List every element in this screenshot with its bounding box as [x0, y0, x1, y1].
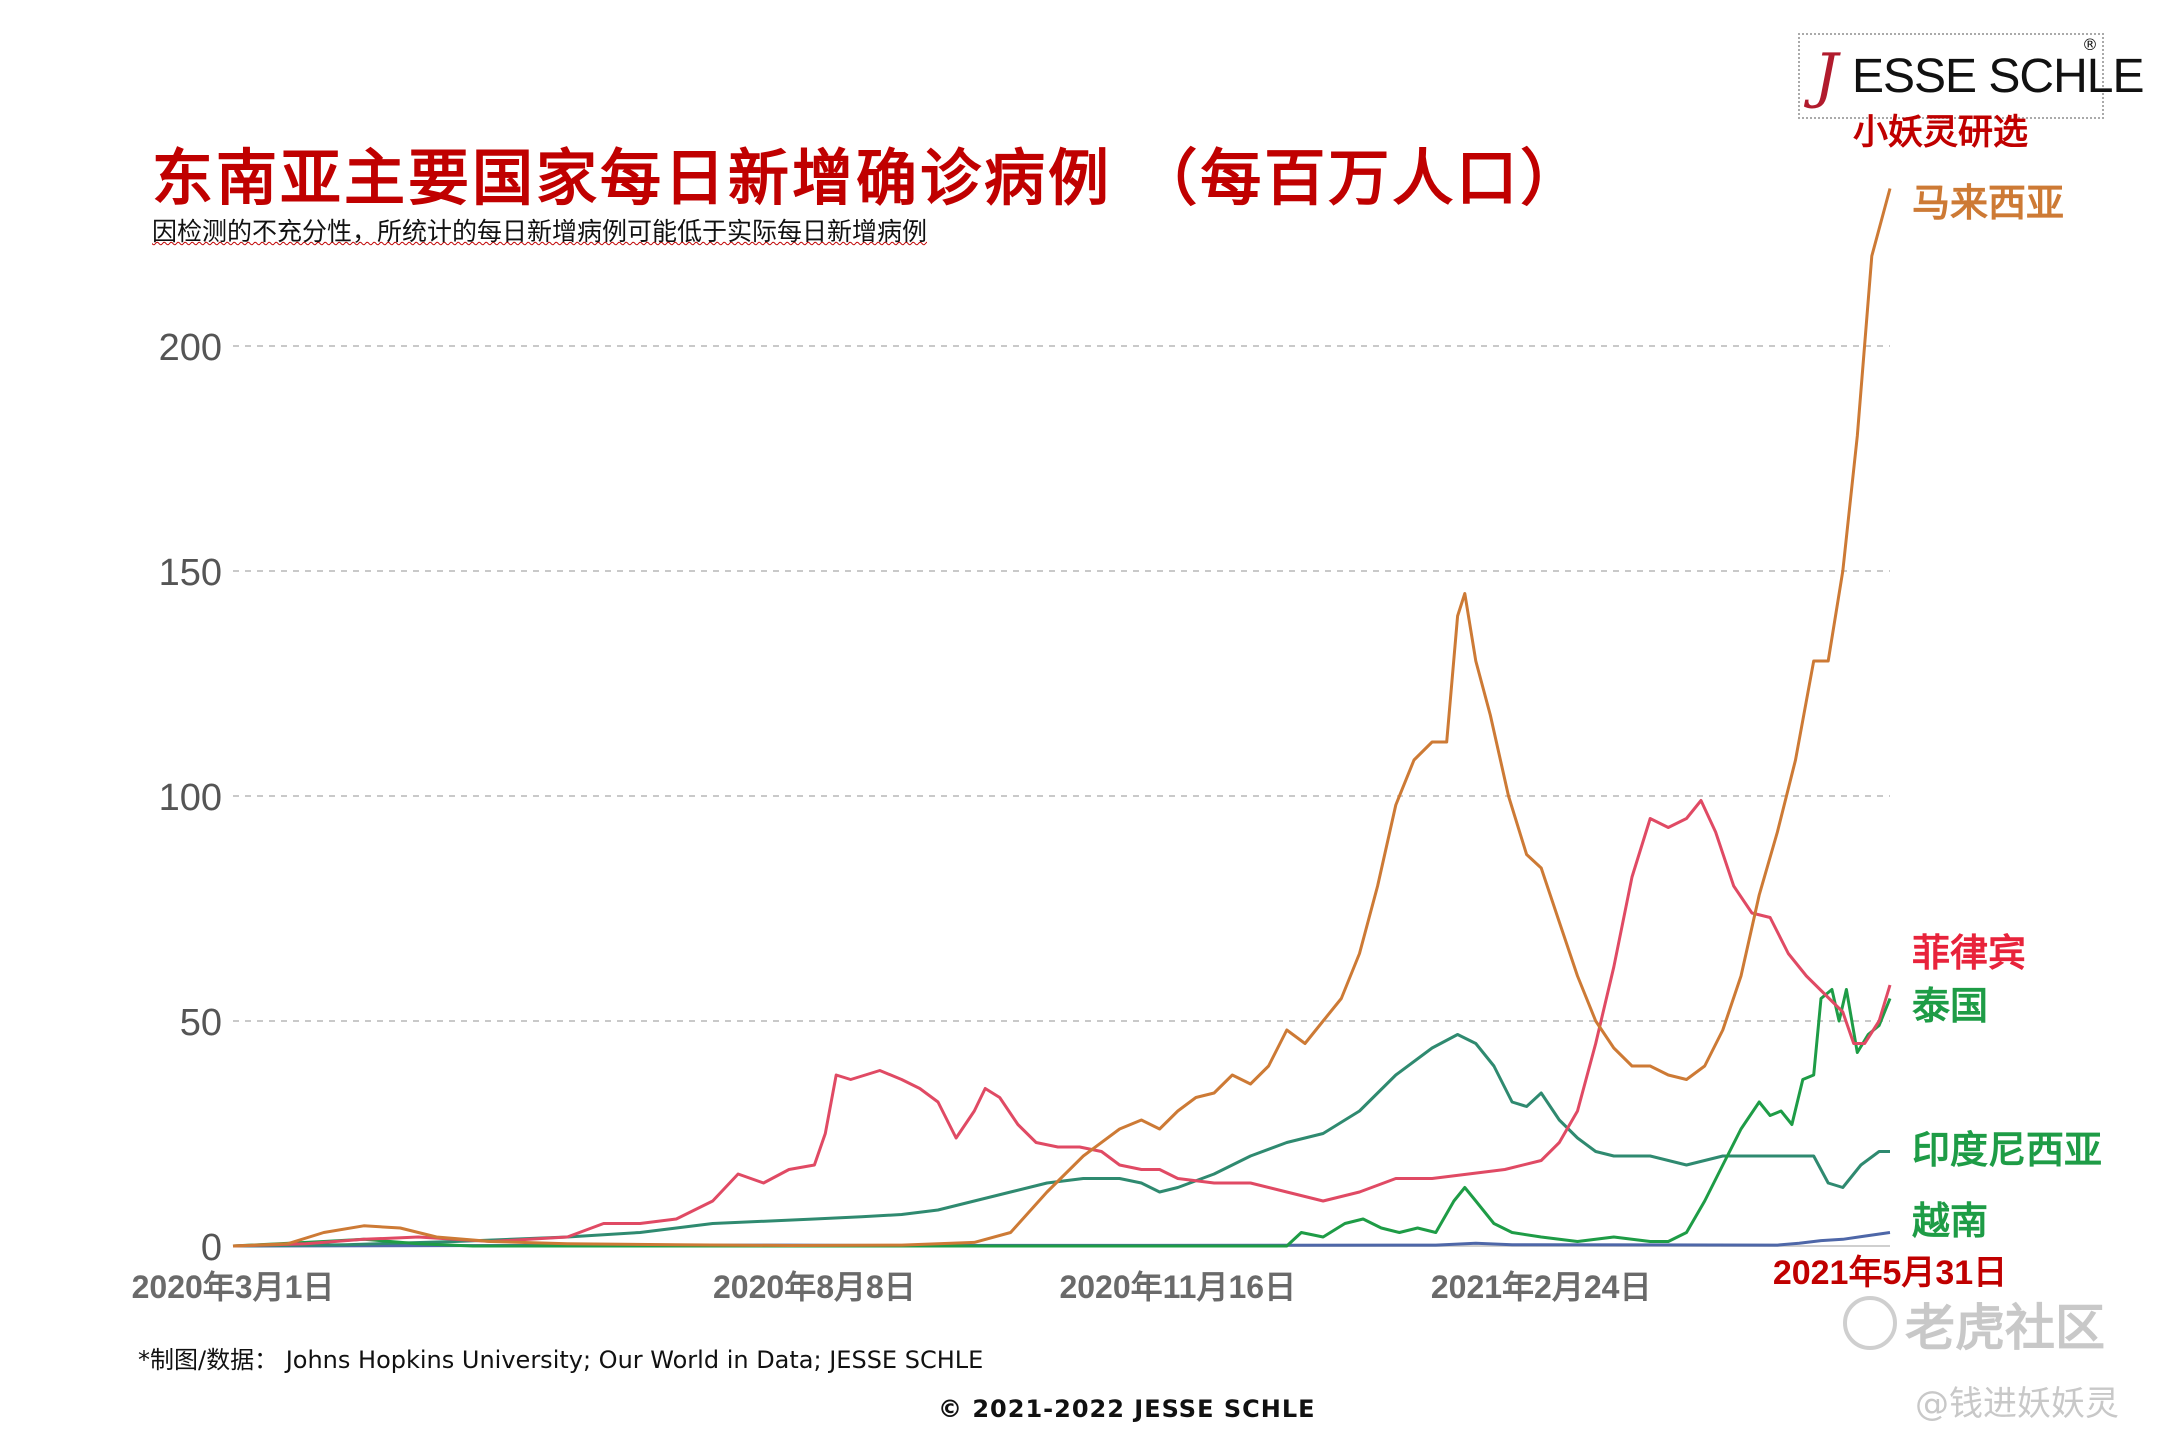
x-tick-label: 2020年11月16日: [1059, 1269, 1296, 1305]
series-line: [232, 1033, 1890, 1248]
brand-logo: J ESSE SCHLE ®: [1798, 33, 2144, 119]
x-axis-ticks: 2020年3月1日 2020年8月8日 2020年11月16日 2021年2月24日 2…: [132, 1254, 2008, 1305]
y-tick-label: 150: [159, 552, 222, 594]
y-tick-label: 100: [159, 777, 222, 819]
series-line: [232, 988, 1892, 1248]
x-tick-label: 2021年2月24日: [1431, 1269, 1652, 1305]
logo-text: ESSE SCHLE: [1852, 50, 2144, 103]
source-note: *制图/数据： Johns Hopkins University; Our Wo…: [138, 1346, 984, 1374]
logo-registered-mark: ®: [2082, 35, 2098, 54]
page-title: 东南亚主要国家每日新增确诊病例 （每百万人口）: [152, 143, 1585, 214]
watermark-brand: 老虎社区: [1905, 1299, 2105, 1357]
chart-grid: [233, 345, 1890, 1247]
series-end-label: 越南: [1912, 1198, 1988, 1243]
series-end-label: 菲律宾: [1912, 930, 2026, 975]
x-tick-label: 2020年8月8日: [713, 1269, 916, 1305]
tiger-community-icon: [1843, 1296, 1897, 1350]
series-end-label: 泰国: [1912, 983, 1988, 1028]
page-subtitle: 因检测的不充分性，所统计的每日新增病例可能低于实际每日新增病例: [152, 217, 928, 246]
y-axis-ticks: 0 50 100 150 200: [159, 327, 222, 1269]
logo-subtitle: 小妖灵研选: [1853, 112, 2029, 153]
series-line: [232, 799, 1892, 1248]
y-tick-label: 50: [180, 1002, 222, 1044]
watermark-handle: @钱进妖妖灵: [1915, 1384, 2119, 1424]
logo-mark: J: [1814, 41, 1839, 111]
y-tick-label: 200: [159, 327, 222, 369]
x-tick-label: 2020年3月1日: [132, 1269, 335, 1305]
chart-series-lines: [232, 188, 1892, 1248]
y-tick-label: 0: [201, 1227, 222, 1269]
series-line: [232, 188, 1892, 1248]
x-tick-label: 2021年5月31日: [1773, 1254, 2007, 1292]
series-end-label: 印度尼西亚: [1912, 1127, 2102, 1172]
series-end-label: 马来西亚: [1912, 180, 2064, 225]
copyright: © 2021-2022 JESSE SCHLE: [938, 1395, 1316, 1423]
